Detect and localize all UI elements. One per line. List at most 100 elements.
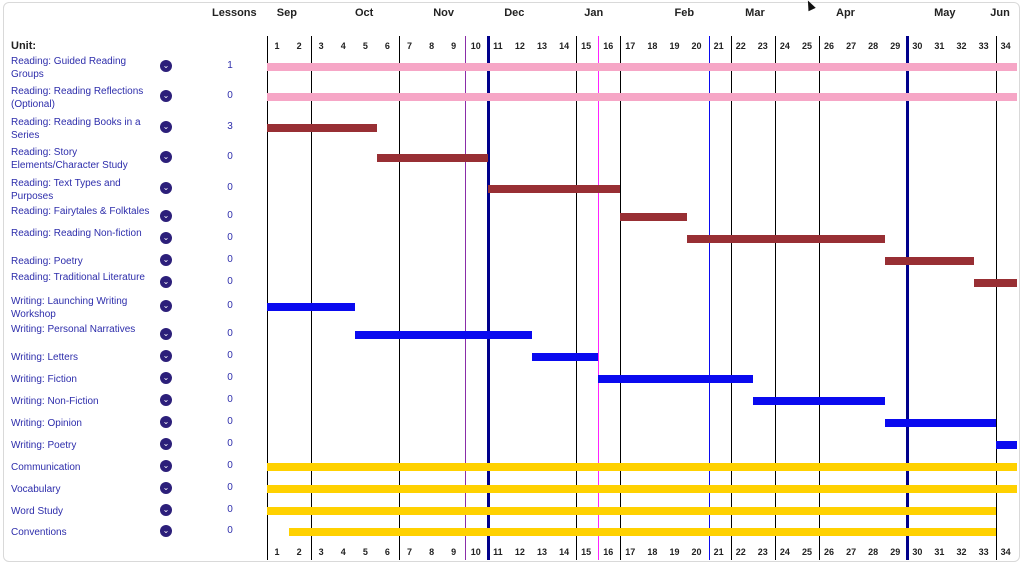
unit-label[interactable]: Reading: Reading Non-fiction xyxy=(11,228,142,239)
chevron-down-icon[interactable]: ⌄ xyxy=(160,438,172,450)
chevron-down-icon[interactable]: ⌄ xyxy=(160,394,172,406)
unit-schedule-bar[interactable] xyxy=(752,397,886,405)
chevron-down-icon[interactable]: ⌄ xyxy=(160,300,172,312)
unit-schedule-bar[interactable] xyxy=(267,124,378,132)
unit-schedule-bar[interactable] xyxy=(267,93,1017,101)
unit-schedule-bar[interactable] xyxy=(686,235,886,243)
unit-label[interactable]: Writing: Fiction xyxy=(11,374,77,385)
week-number-bottom: 10 xyxy=(470,547,481,557)
unit-schedule-bar[interactable] xyxy=(289,528,996,536)
unit-schedule-bar[interactable] xyxy=(973,279,1017,287)
unit-schedule-bar[interactable] xyxy=(487,185,621,193)
timeline-divider xyxy=(708,36,710,560)
week-number-bottom: 13 xyxy=(536,547,548,557)
unit-label[interactable]: Reading: Poetry xyxy=(11,256,83,267)
lesson-count: 0 xyxy=(227,232,233,243)
week-number-bottom: 14 xyxy=(559,547,570,557)
chevron-down-icon[interactable]: ⌄ xyxy=(160,232,172,244)
week-number-top: 2 xyxy=(296,41,302,51)
chevron-down-icon[interactable]: ⌄ xyxy=(160,182,172,194)
week-number-top: 28 xyxy=(868,41,879,51)
chevron-down-icon[interactable]: ⌄ xyxy=(160,350,172,362)
unit-schedule-bar[interactable] xyxy=(620,213,687,221)
timeline-divider xyxy=(620,36,622,560)
unit-label[interactable]: Reading: Reading Books in a Series xyxy=(11,117,141,141)
chevron-down-icon[interactable]: ⌄ xyxy=(160,90,172,102)
unit-schedule-bar[interactable] xyxy=(995,441,1017,449)
lesson-count: 0 xyxy=(227,328,233,339)
chevron-down-icon[interactable]: ⌄ xyxy=(160,525,172,537)
chevron-down-icon[interactable]: ⌄ xyxy=(160,482,172,494)
chevron-down-icon[interactable]: ⌄ xyxy=(160,210,172,222)
timeline-divider xyxy=(399,36,401,560)
unit-label[interactable]: Reading: Text Types and Purposes xyxy=(11,178,121,202)
month-jan: Jan xyxy=(584,7,604,19)
week-number-bottom: 2 xyxy=(296,547,302,557)
unit-label[interactable]: Reading: Story Elements/Character Study xyxy=(11,147,128,171)
chevron-down-icon[interactable]: ⌄ xyxy=(160,328,172,340)
week-number-top: 33 xyxy=(978,41,989,51)
unit-schedule-bar[interactable] xyxy=(355,331,532,339)
unit-label[interactable]: Writing: Non-Fiction xyxy=(11,396,99,407)
unit-schedule-bar[interactable] xyxy=(267,507,996,515)
unit-schedule-bar[interactable] xyxy=(885,419,996,427)
unit-schedule-bar[interactable] xyxy=(267,63,1017,71)
unit-label[interactable]: Vocabulary xyxy=(11,484,61,495)
chevron-down-icon[interactable]: ⌄ xyxy=(160,121,172,133)
week-number-top: 12 xyxy=(514,41,525,51)
lesson-count: 0 xyxy=(227,254,233,265)
week-number-bottom: 24 xyxy=(779,547,790,557)
unit-label[interactable]: Reading: Guided Reading Groups xyxy=(11,56,127,80)
chevron-down-icon[interactable]: ⌄ xyxy=(160,504,172,516)
timeline-divider xyxy=(774,36,776,560)
chevron-down-icon[interactable]: ⌄ xyxy=(160,416,172,428)
timeline-divider xyxy=(995,36,997,560)
chevron-down-icon[interactable]: ⌄ xyxy=(160,254,172,266)
week-number-top: 5 xyxy=(362,41,368,51)
unit-schedule-bar[interactable] xyxy=(885,257,974,265)
lesson-count: 0 xyxy=(227,482,233,493)
unit-label[interactable]: Reading: Fairytales & Folktales xyxy=(11,206,150,217)
unit-schedule-bar[interactable] xyxy=(267,485,1017,493)
chevron-down-icon[interactable]: ⌄ xyxy=(160,372,172,384)
week-number-bottom: 19 xyxy=(669,547,680,557)
unit-label[interactable]: Communication xyxy=(11,462,81,473)
week-number-bottom: 8 xyxy=(429,547,435,557)
week-number-top: 7 xyxy=(407,41,413,51)
month-apr: Apr xyxy=(836,7,855,19)
week-number-bottom: 5 xyxy=(362,547,368,557)
unit-schedule-bar[interactable] xyxy=(267,463,1017,471)
unit-label[interactable]: Writing: Letters xyxy=(11,352,79,363)
unit-label[interactable]: Reading: Reading Reflections (Optional) xyxy=(11,86,144,110)
week-number-top: 10 xyxy=(470,41,481,51)
week-number-top: 23 xyxy=(757,41,768,51)
week-number-top: 29 xyxy=(890,41,901,51)
unit-label[interactable]: Word Study xyxy=(11,506,64,517)
unit-schedule-bar[interactable] xyxy=(598,375,753,383)
lesson-count: 0 xyxy=(227,416,233,427)
unit-label[interactable]: Writing: Personal Narratives xyxy=(11,324,136,335)
unit-label[interactable]: Reading: Traditional Literature xyxy=(11,272,145,283)
week-number-bottom: 29 xyxy=(890,547,901,557)
unit-label[interactable]: Writing: Launching Writing Workshop xyxy=(11,296,128,320)
week-number-bottom: 33 xyxy=(978,547,989,557)
unit-schedule-bar[interactable] xyxy=(377,154,488,162)
lesson-count: 0 xyxy=(227,438,233,449)
unit-label[interactable]: Conventions xyxy=(11,527,67,538)
chevron-down-icon[interactable]: ⌄ xyxy=(160,276,172,288)
week-number-bottom: 4 xyxy=(340,547,346,557)
chevron-down-icon[interactable]: ⌄ xyxy=(160,151,172,163)
lesson-count: 3 xyxy=(227,121,233,132)
unit-schedule-bar[interactable] xyxy=(267,303,356,311)
week-number-bottom: 16 xyxy=(603,547,614,557)
week-number-top: 26 xyxy=(824,41,835,51)
calendar-panel xyxy=(3,2,1020,562)
chevron-down-icon[interactable]: ⌄ xyxy=(160,460,172,472)
unit-schedule-bar[interactable] xyxy=(531,353,599,361)
week-number-top: 19 xyxy=(669,41,680,51)
unit-label[interactable]: Writing: Poetry xyxy=(11,440,77,451)
unit-label[interactable]: Writing: Opinion xyxy=(11,418,82,429)
week-number-top: 9 xyxy=(451,41,457,51)
chevron-down-icon[interactable]: ⌄ xyxy=(160,60,172,72)
week-number-bottom: 32 xyxy=(956,547,967,557)
